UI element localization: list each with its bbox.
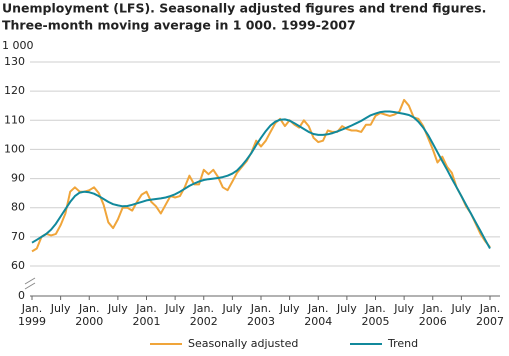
axis-break	[24, 277, 36, 290]
x-tick-label: July	[451, 302, 472, 315]
legend-label: Seasonally adjusted	[188, 337, 298, 350]
x-tick-label: Jan. 2005	[361, 302, 390, 328]
y-tick-label: 80	[11, 201, 25, 214]
y-axis-label: 1 000	[2, 39, 34, 52]
x-tick-label: July	[107, 302, 128, 315]
series-line	[31, 98, 491, 253]
x-tick-label: Jan. 2002	[189, 302, 218, 328]
x-tick-label: Jan. 2004	[304, 302, 333, 328]
x-tick-label: July	[222, 302, 243, 315]
x-tick-label: Jan. 2001	[132, 302, 161, 328]
x-tick-label: Jan. 2006	[418, 302, 447, 328]
x-tick-label: July	[50, 302, 71, 315]
x-tick-label: July	[279, 302, 300, 315]
y-tick-label: 90	[11, 172, 25, 185]
x-tick-label: Jan. 2000	[75, 302, 104, 328]
x-tick-label: July	[394, 302, 415, 315]
x-tick-label: July	[336, 302, 357, 315]
y-tick-label: 110	[4, 113, 25, 126]
x-tick-label: Jan. 2003	[247, 302, 275, 328]
y-tick-label: 130	[4, 55, 25, 68]
legend-label: Trend	[387, 337, 418, 350]
y-tick-label: 120	[4, 84, 25, 97]
series-line	[31, 110, 491, 249]
y-tick-label: 60	[11, 259, 25, 272]
chart-title: Unemployment (LFS). Seasonally adjusted …	[2, 1, 486, 16]
y-tick-label: 100	[4, 142, 25, 155]
chart-subtitle: Three-month moving average in 1 000. 199…	[2, 18, 356, 33]
x-tick-label: July	[165, 302, 186, 315]
x-tick-label: Jan. 2007	[476, 302, 504, 328]
x-tick-label: Jan. 1999	[18, 302, 46, 328]
y-tick-label: 70	[11, 230, 25, 243]
y-tick-label: 0	[18, 289, 25, 302]
